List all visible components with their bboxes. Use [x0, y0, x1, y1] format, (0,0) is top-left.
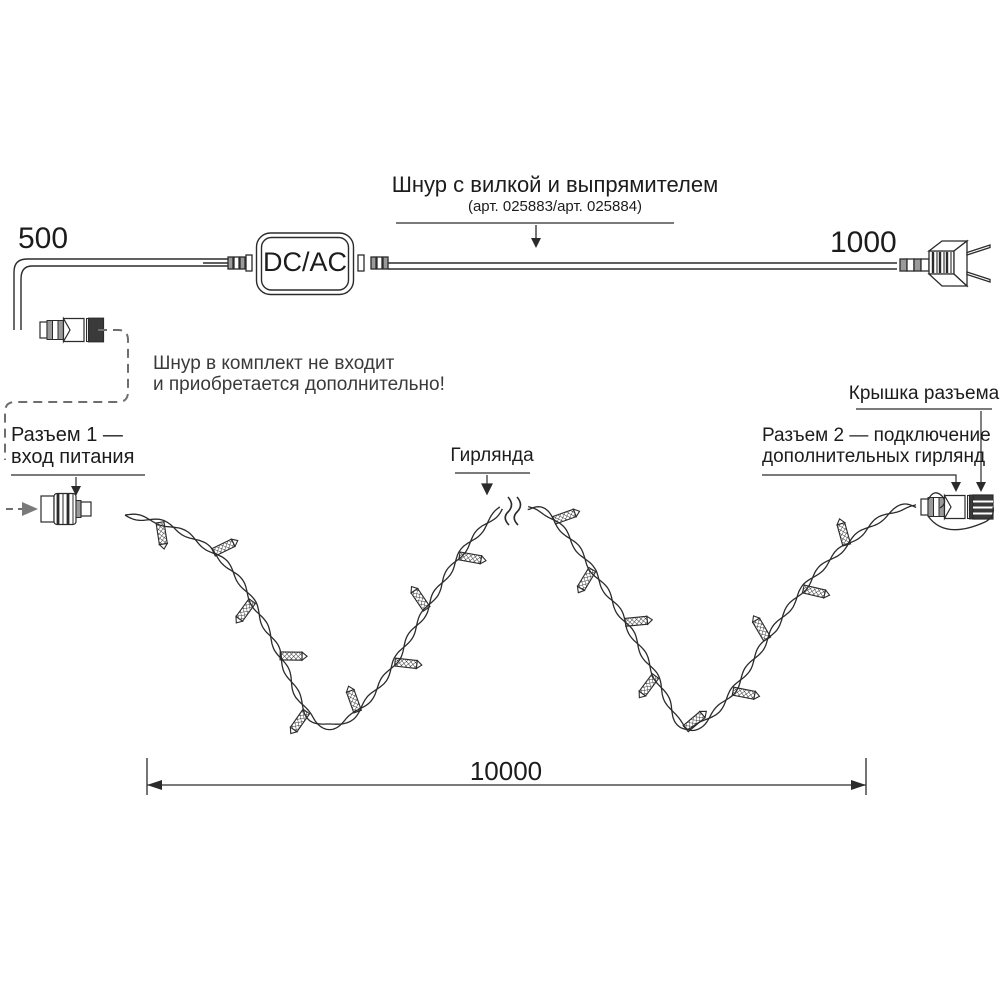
- svg-text:Разъем 1 —: Разъем 1 —: [11, 424, 123, 446]
- svg-text:(арт. 025883/арт. 025884): (арт. 025883/арт. 025884): [468, 198, 642, 215]
- svg-text:DC/AC: DC/AC: [263, 247, 347, 277]
- svg-text:Крышка разъема: Крышка разъема: [849, 383, 1000, 404]
- svg-text:и приобретается дополнительно!: и приобретается дополнительно!: [153, 374, 445, 395]
- svg-text:Разъем 2 — подключение: Разъем 2 — подключение: [762, 425, 991, 446]
- svg-text:Шнур с вилкой и выпрямителем: Шнур с вилкой и выпрямителем: [392, 172, 719, 197]
- svg-text:10000: 10000: [470, 756, 542, 786]
- svg-text:Шнур в комплект не входит: Шнур в комплект не входит: [153, 353, 395, 374]
- svg-text:дополнительных гирлянд: дополнительных гирлянд: [762, 446, 985, 467]
- svg-text:вход питания: вход питания: [11, 446, 134, 468]
- svg-text:1000: 1000: [830, 226, 897, 259]
- svg-text:500: 500: [18, 222, 68, 255]
- svg-text:Гирлянда: Гирлянда: [450, 445, 534, 466]
